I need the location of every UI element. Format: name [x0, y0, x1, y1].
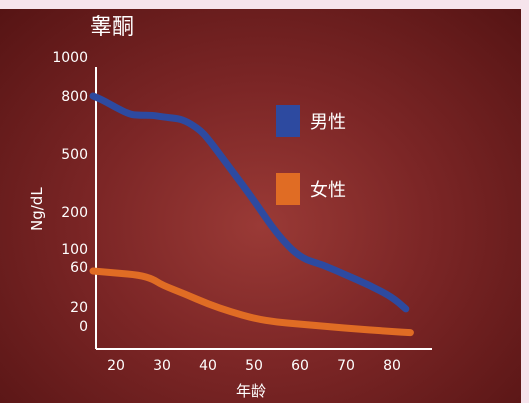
- y-tick-label: 0: [79, 319, 88, 335]
- y-tick-label: 800: [61, 89, 88, 105]
- y-tick-label: 100: [61, 242, 88, 258]
- x-tick-label: 50: [245, 358, 263, 374]
- chart-slide: 睾酮 1000 800 500 200 100 60 20 0 20 30 40 50 60 70 80 …: [0, 9, 521, 403]
- x-tick-label: 80: [383, 358, 401, 374]
- legend-swatch: [276, 173, 300, 205]
- series-line-0: [89, 92, 410, 313]
- x-tick-label: 30: [153, 358, 171, 374]
- x-axis-label: 年龄: [236, 382, 266, 400]
- series-line-1: [89, 267, 414, 337]
- legend-swatch: [276, 105, 300, 137]
- legend-label: 女性: [310, 180, 346, 201]
- series-lines: [89, 92, 414, 337]
- legend-label: 男性: [310, 112, 346, 133]
- y-tick-label: 200: [61, 205, 88, 221]
- chart-title: 睾酮: [90, 15, 134, 40]
- x-tick-label: 40: [199, 358, 217, 374]
- x-tick-label: 60: [291, 358, 309, 374]
- y-tick-label: 1000: [52, 50, 88, 66]
- y-tick-label: 500: [61, 147, 88, 163]
- x-axis-ticks: 20 30 40 50 60 70 80: [107, 358, 401, 374]
- x-tick-label: 70: [337, 358, 355, 374]
- y-axis-label: Ng/dL: [28, 187, 46, 231]
- y-tick-label: 20: [70, 300, 88, 316]
- x-tick-label: 20: [107, 358, 125, 374]
- y-tick-label: 60: [70, 260, 88, 276]
